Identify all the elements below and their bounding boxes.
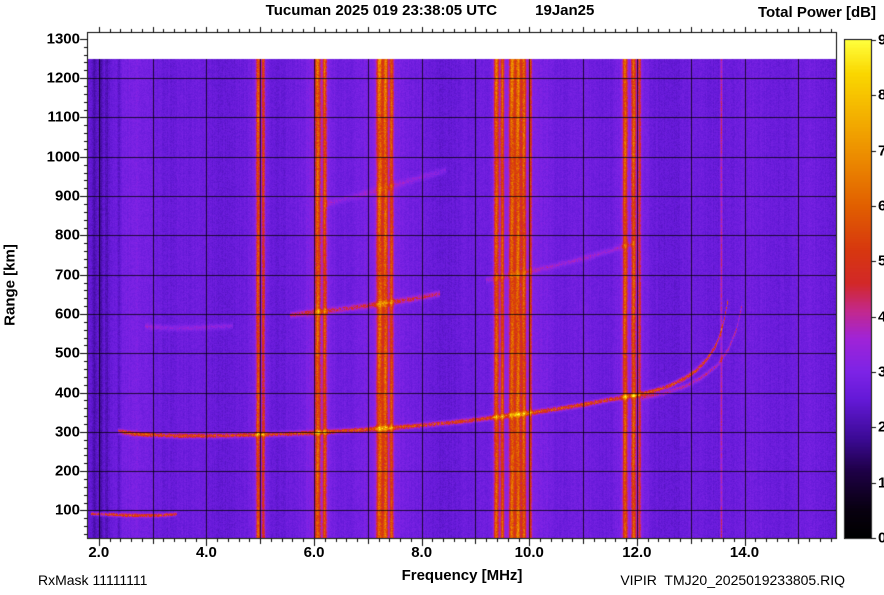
x-tick-label: 6.0 [303, 544, 325, 561]
colorbar-tick-label: 90 [878, 31, 884, 49]
y-tick-label: 600 [54, 305, 80, 323]
x-tick-label: 2.0 [88, 544, 110, 561]
y-tick-label: 1000 [46, 148, 80, 166]
date-label: 19Jan25 [535, 2, 595, 19]
y-tick-label: 1100 [47, 108, 80, 126]
colorbar-gradient [845, 40, 871, 538]
y-axis-label: Range [km] [1, 244, 19, 326]
y-tick-label: 1200 [46, 69, 80, 87]
y-tick-label: 300 [54, 423, 80, 441]
colorbar-tick-label: 60 [878, 197, 884, 215]
ionogram-heatmap [88, 33, 836, 538]
colorbar-title: Total Power [dB] [757, 4, 876, 21]
colorbar-tick-label: 80 [878, 86, 884, 104]
y-tick-label: 100 [54, 501, 80, 519]
colorbar-tick-label: 20 [878, 418, 884, 436]
x-axis-label: Frequency [MHz] [401, 567, 523, 584]
y-tick-label: 700 [54, 266, 80, 284]
title-row: Tucuman 2025 019 23:38:05 UTC 19Jan25 [56, 2, 804, 19]
rxmask-label: RxMask 11111111 [38, 572, 148, 588]
y-tick-label: 400 [54, 384, 80, 402]
y-tick-label: 900 [54, 187, 80, 205]
colorbar-tick-label: 40 [878, 308, 884, 326]
x-tick-label: 10.0 [514, 544, 544, 561]
colorbar-tick-label: 10 [878, 474, 884, 492]
plot-area [88, 33, 836, 538]
y-tick-label: 800 [54, 226, 80, 244]
colorbar-tick-label: 70 [878, 142, 884, 160]
x-tick-label: 8.0 [411, 544, 433, 561]
x-tick-label: 14.0 [729, 544, 760, 561]
colorbar-tick-label: 50 [878, 252, 884, 270]
station-title: Tucuman 2025 019 23:38:05 UTC [265, 2, 498, 19]
y-tick-label: 500 [54, 344, 80, 362]
colorbar-tick-label: 0 [878, 529, 884, 547]
y-tick-label: 1300 [46, 30, 80, 48]
y-tick-label: 200 [54, 462, 80, 480]
x-tick-label: 12.0 [622, 544, 652, 561]
colorbar [845, 40, 871, 538]
file-name-label: VIPIR TMJ20_2025019233805.RIQ [620, 572, 845, 588]
colorbar-tick-label: 30 [878, 363, 884, 381]
x-tick-label: 4.0 [195, 544, 217, 561]
